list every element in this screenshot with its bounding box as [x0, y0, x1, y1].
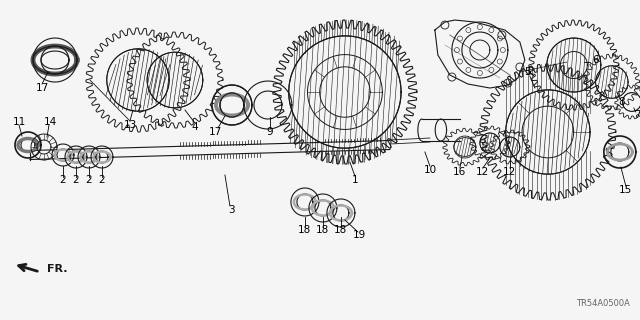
Text: 19: 19: [353, 230, 367, 240]
Text: 4: 4: [191, 122, 198, 132]
Text: 18: 18: [334, 225, 348, 235]
Text: 17: 17: [208, 127, 221, 137]
Text: 14: 14: [44, 117, 56, 127]
Text: 7: 7: [634, 110, 640, 120]
Text: 16: 16: [453, 167, 467, 177]
Text: 13: 13: [124, 120, 136, 130]
Text: 10: 10: [423, 165, 436, 175]
Text: 12: 12: [476, 167, 490, 177]
Text: 1: 1: [351, 175, 358, 185]
Text: TR54A0500A: TR54A0500A: [576, 299, 630, 308]
Text: 11: 11: [12, 117, 26, 127]
Text: 18: 18: [298, 225, 312, 235]
Text: 2: 2: [60, 175, 67, 185]
Text: 2: 2: [99, 175, 106, 185]
Text: 2: 2: [73, 175, 79, 185]
Text: 17: 17: [35, 83, 49, 93]
Text: 15: 15: [620, 185, 632, 195]
Text: FR.: FR.: [47, 264, 67, 274]
Text: 9: 9: [267, 127, 273, 137]
Text: 6: 6: [593, 55, 599, 65]
Text: 3: 3: [228, 205, 236, 215]
Text: 12: 12: [503, 167, 516, 177]
Text: 8: 8: [618, 97, 625, 107]
Text: 18: 18: [316, 225, 330, 235]
Text: 2: 2: [86, 175, 92, 185]
Text: 5: 5: [525, 67, 531, 77]
